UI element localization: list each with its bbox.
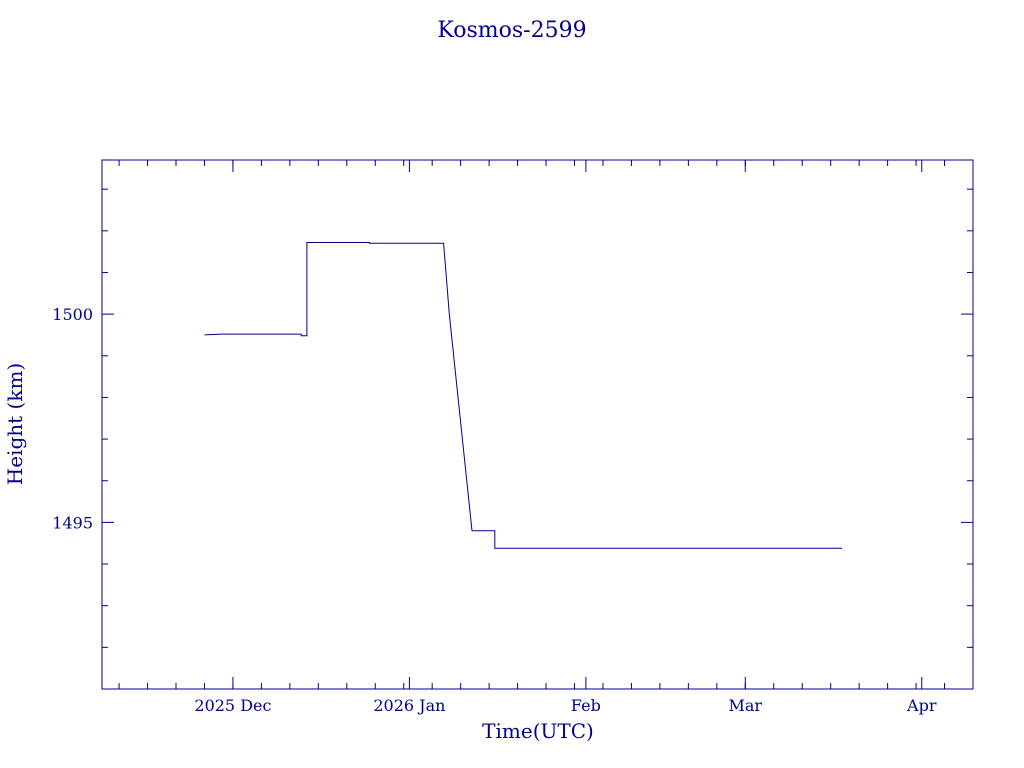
- x-axis: 2025 Dec 2026 Jan Feb Mar Apr: [118, 160, 974, 715]
- x-tick-label: 2025 Dec: [194, 696, 271, 715]
- x-tick-label: 2026 Jan: [373, 696, 445, 715]
- x-tick-label: Mar: [728, 696, 762, 715]
- y-axis: 1495 1500: [52, 188, 973, 690]
- series-line: [204, 242, 843, 549]
- x-tick-label: Apr: [906, 696, 937, 715]
- plot-frame: [101, 159, 974, 690]
- y-tick-label: 1495: [52, 513, 93, 532]
- chart-title: Kosmos-2599: [437, 18, 586, 43]
- y-axis-label: Height (km): [3, 363, 27, 485]
- x-axis-label: Time(UTC): [482, 719, 594, 743]
- y-tick-label: 1500: [52, 305, 93, 324]
- x-tick-label: Feb: [571, 696, 601, 715]
